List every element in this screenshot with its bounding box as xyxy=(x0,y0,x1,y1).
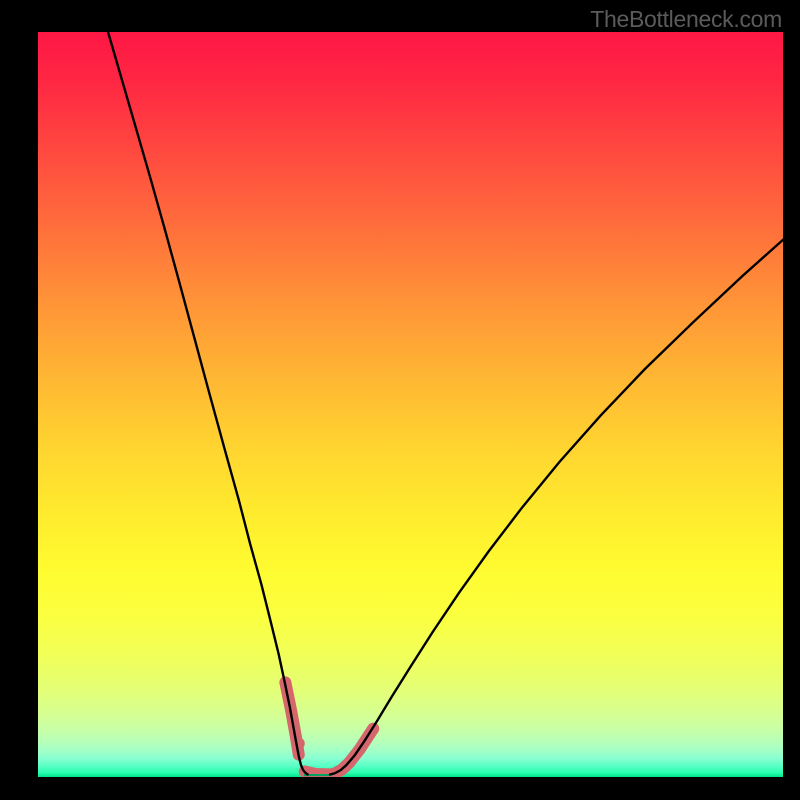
watermark-text: TheBottleneck.com xyxy=(590,6,782,33)
plot-area xyxy=(38,32,783,777)
chart-container: TheBottleneck.com xyxy=(0,0,800,800)
curve-chart-svg xyxy=(38,32,783,777)
